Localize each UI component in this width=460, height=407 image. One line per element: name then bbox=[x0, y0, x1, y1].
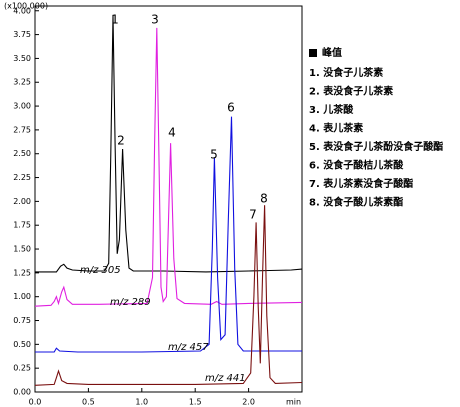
y-tick-label: 2.25 bbox=[13, 173, 31, 182]
y-tick-label: 1.75 bbox=[13, 221, 31, 230]
legend-item: 3. 儿茶酸 bbox=[309, 103, 354, 116]
y-tick-label: 4.00 bbox=[13, 6, 31, 15]
legend-item: 2. 表没食子儿茶素 bbox=[309, 85, 393, 98]
x-tick-label: 1.5 bbox=[189, 398, 202, 407]
y-tick-label: 0.25 bbox=[13, 364, 31, 373]
x-tick-label: 2.0 bbox=[242, 398, 255, 407]
x-axis-label: min bbox=[286, 398, 301, 407]
peak-label: 8 bbox=[260, 192, 268, 206]
trace-line bbox=[35, 15, 303, 273]
peak-label: 7 bbox=[249, 208, 257, 222]
y-tick-label: 3.50 bbox=[13, 54, 31, 63]
legend-title: 峰值 bbox=[322, 46, 342, 59]
peak-label: 2 bbox=[117, 134, 125, 148]
y-axis-unit: (x100,000) bbox=[4, 2, 48, 11]
y-tick-label: 1.25 bbox=[13, 268, 31, 277]
trace-label: m/z 457 bbox=[168, 342, 209, 353]
y-tick-label: 0.00 bbox=[13, 388, 31, 397]
legend-item: 8. 没食子酸儿茶素酯 bbox=[309, 196, 403, 209]
peak-label: 3 bbox=[151, 13, 159, 27]
y-tick-label: 1.00 bbox=[13, 292, 31, 301]
trace-label: m/z 305 bbox=[80, 265, 121, 276]
peak-label: 4 bbox=[168, 126, 176, 140]
y-tick-label: 2.00 bbox=[13, 197, 31, 206]
y-tick-label: 0.50 bbox=[13, 340, 31, 349]
y-tick-label: 2.50 bbox=[13, 149, 31, 158]
legend-item: 5. 表没食子儿茶酚没食子酸酯 bbox=[309, 140, 443, 153]
legend-item: 6. 没食子酸桔儿茶酸 bbox=[309, 159, 404, 172]
x-tick-label: 0.5 bbox=[82, 398, 95, 407]
trace-line bbox=[34, 205, 303, 386]
plot-frame bbox=[34, 5, 303, 393]
peak-label: 5 bbox=[210, 148, 218, 162]
legend-item: 7. 表儿茶素没食子酸酯 bbox=[309, 177, 413, 190]
x-tick-label: 0.0 bbox=[29, 398, 42, 407]
y-tick-label: 3.00 bbox=[13, 102, 31, 111]
y-tick-label: 2.75 bbox=[13, 125, 31, 134]
y-tick-label: 0.75 bbox=[13, 316, 31, 325]
peak-label: 1 bbox=[111, 13, 119, 27]
trace-label: m/z 441 bbox=[205, 373, 246, 384]
peak-label: 6 bbox=[227, 101, 235, 115]
trace-line bbox=[35, 116, 302, 353]
x-tick-label: 1.0 bbox=[135, 398, 148, 407]
trace-line bbox=[34, 27, 303, 307]
legend-item: 4. 表儿茶素 bbox=[309, 122, 363, 135]
legend-marker bbox=[309, 49, 317, 57]
y-tick-label: 3.75 bbox=[13, 30, 31, 39]
legend-item: 1. 没食子儿茶素 bbox=[309, 66, 383, 79]
trace-label: m/z 289 bbox=[110, 297, 151, 308]
y-tick-label: 3.25 bbox=[13, 78, 31, 87]
y-tick-label: 1.50 bbox=[13, 245, 31, 254]
